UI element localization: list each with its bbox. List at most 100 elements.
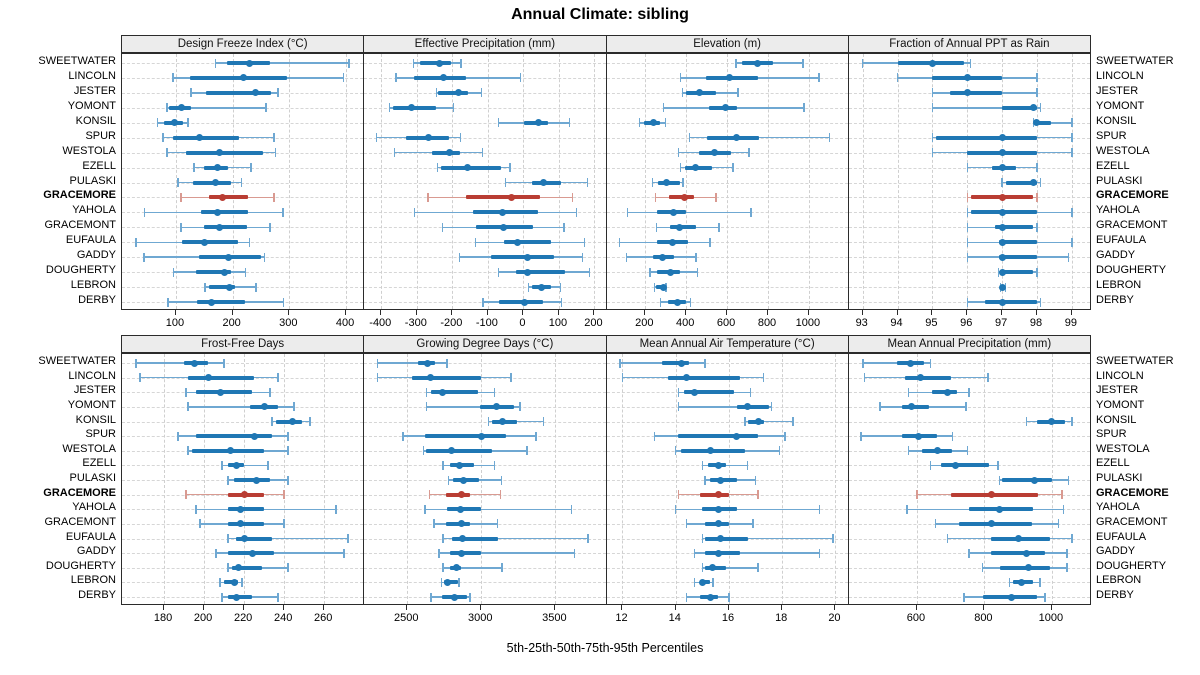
station-label-left: PULASKI bbox=[69, 472, 116, 484]
interquartile-bar bbox=[678, 434, 759, 439]
whisker-line bbox=[627, 211, 752, 214]
whisker-cap bbox=[187, 402, 189, 412]
whisker-line bbox=[702, 537, 833, 540]
interquartile-bar bbox=[430, 390, 479, 395]
station-label-right: LEBRON bbox=[1096, 574, 1142, 587]
median-dot bbox=[498, 208, 506, 216]
station-label-left: KONSIL bbox=[75, 114, 116, 127]
median-dot bbox=[492, 403, 500, 411]
station-label-right: SPUR bbox=[1096, 428, 1127, 441]
interquartile-bar bbox=[940, 463, 990, 468]
axis-tick-label: -100 bbox=[475, 317, 498, 329]
median-dot bbox=[725, 74, 733, 82]
whisker-cap bbox=[219, 577, 221, 587]
whisker-cap bbox=[560, 297, 563, 307]
whisker-cap bbox=[677, 490, 680, 500]
whisker-cap bbox=[916, 490, 918, 500]
median-dot bbox=[908, 403, 916, 411]
whisker-cap bbox=[343, 548, 345, 558]
interquartile-bar bbox=[451, 536, 498, 541]
whisker-cap bbox=[255, 282, 257, 292]
whisker-cap bbox=[469, 592, 471, 602]
x-axis-caption: 5th-25th-50th-75th-95th Percentiles bbox=[506, 641, 704, 655]
median-dot bbox=[675, 223, 683, 231]
whisker-cap bbox=[679, 73, 682, 83]
interquartile-bar bbox=[516, 270, 566, 275]
panel-elevation bbox=[605, 53, 849, 310]
median-dot bbox=[732, 134, 740, 142]
whisker-cap bbox=[1039, 178, 1042, 187]
gridline-horizontal bbox=[848, 567, 1090, 569]
whisker-cap bbox=[487, 417, 490, 426]
whisker-cap bbox=[966, 446, 969, 456]
median-dot bbox=[998, 164, 1006, 172]
whisker-cap bbox=[442, 460, 444, 470]
whisker-cap bbox=[277, 373, 279, 383]
axis-tick-mark bbox=[283, 605, 285, 610]
axis-tick-mark bbox=[861, 310, 863, 315]
station-label-left: WESTOLA bbox=[62, 144, 116, 157]
whisker-line bbox=[439, 552, 575, 554]
whisker-cap bbox=[269, 222, 271, 232]
station-label-left: EZELL bbox=[82, 457, 116, 470]
station-label-left: SPUR bbox=[85, 428, 116, 441]
whisker-cap bbox=[342, 73, 344, 83]
whisker-cap bbox=[425, 402, 428, 412]
interquartile-bar bbox=[699, 492, 729, 497]
whisker-cap bbox=[267, 460, 269, 470]
gridline-vertical bbox=[835, 354, 837, 604]
station-label-left: YOMONT bbox=[67, 99, 116, 112]
median-dot bbox=[987, 491, 995, 499]
gridline-horizontal bbox=[364, 107, 606, 109]
axis-tick-mark bbox=[674, 605, 676, 610]
gridline-vertical bbox=[346, 54, 348, 309]
gridline-horizontal bbox=[364, 63, 606, 64]
median-dot bbox=[998, 193, 1006, 201]
gridline-vertical bbox=[1071, 54, 1073, 309]
whisker-line bbox=[136, 362, 225, 364]
whisker-cap bbox=[442, 534, 444, 543]
whisker-cap bbox=[277, 88, 279, 98]
median-dot bbox=[1033, 119, 1041, 127]
station-label-right: JESTER bbox=[1096, 384, 1139, 397]
interquartile-bar bbox=[200, 210, 248, 215]
median-dot bbox=[998, 134, 1006, 142]
whisker-cap bbox=[1008, 577, 1011, 587]
whisker-cap bbox=[931, 88, 934, 98]
whisker-cap bbox=[802, 58, 804, 68]
interquartile-bar bbox=[667, 375, 740, 380]
interquartile-bar bbox=[208, 285, 236, 290]
median-dot bbox=[214, 164, 222, 172]
panel-strip-label: Mean Annual Air Temperature (°C) bbox=[639, 338, 815, 350]
gridline-horizontal bbox=[364, 597, 606, 598]
whisker-cap bbox=[452, 103, 455, 113]
whisker-cap bbox=[931, 133, 934, 143]
whisker-cap bbox=[143, 252, 145, 262]
median-dot bbox=[714, 505, 722, 513]
whisker-cap bbox=[966, 297, 968, 307]
interquartile-bar bbox=[1005, 180, 1037, 185]
median-dot bbox=[454, 89, 462, 97]
median-dot bbox=[499, 223, 507, 231]
axis-tick-mark bbox=[807, 310, 809, 315]
panel-strip-label: Effective Precipitation (mm) bbox=[414, 38, 556, 50]
whisker-cap bbox=[143, 207, 146, 217]
whisker-cap bbox=[172, 73, 174, 83]
whisker-cap bbox=[282, 297, 285, 307]
whisker-cap bbox=[187, 446, 189, 456]
axis-tick-mark bbox=[345, 310, 347, 315]
whisker-cap bbox=[519, 402, 521, 412]
whisker-cap bbox=[929, 460, 932, 470]
gridline-vertical bbox=[727, 54, 729, 309]
station-label-right: EUFAULA bbox=[1096, 234, 1147, 247]
axis-tick-mark bbox=[593, 310, 595, 315]
gridline-vertical bbox=[782, 354, 784, 604]
whisker-cap bbox=[654, 192, 657, 202]
axis-tick-mark bbox=[323, 605, 325, 610]
whisker-cap bbox=[287, 563, 289, 573]
gridline-horizontal bbox=[848, 272, 1090, 274]
whisker-cap bbox=[792, 417, 794, 426]
gridline-horizontal bbox=[848, 406, 1090, 408]
interquartile-bar bbox=[447, 507, 482, 512]
whisker-line bbox=[1033, 122, 1072, 124]
